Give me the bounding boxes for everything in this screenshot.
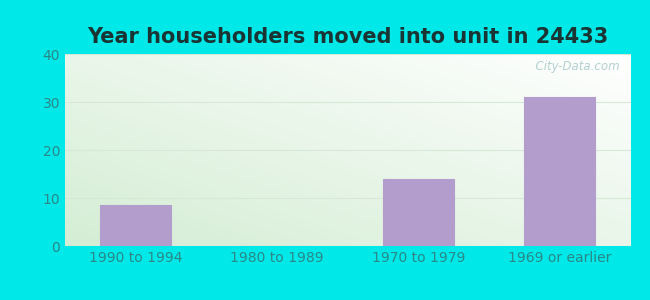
Bar: [100, 205, 171, 246]
Bar: [383, 179, 454, 246]
Bar: [525, 97, 595, 246]
Text: City-Data.com: City-Data.com: [528, 60, 619, 73]
Title: Year householders moved into unit in 24433: Year householders moved into unit in 244…: [87, 27, 608, 47]
